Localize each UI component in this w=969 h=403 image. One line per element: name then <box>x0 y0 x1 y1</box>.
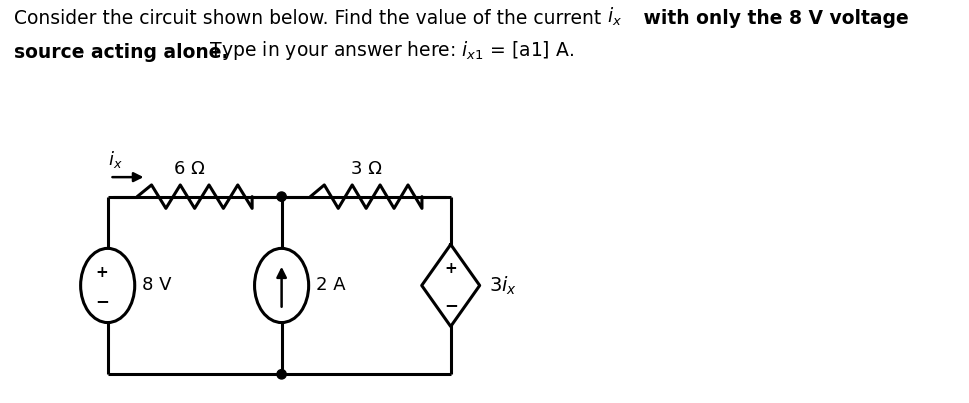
Ellipse shape <box>80 248 135 322</box>
Text: source acting alone.: source acting alone. <box>14 43 229 62</box>
Text: 8 V: 8 V <box>142 276 172 295</box>
Text: Consider the circuit shown below. Find the value of the current: Consider the circuit shown below. Find t… <box>14 9 607 28</box>
Text: +: + <box>444 262 456 276</box>
Text: $3i_x$: $3i_x$ <box>488 274 516 297</box>
Text: $i_x$: $i_x$ <box>607 6 622 28</box>
Text: −: − <box>95 292 109 310</box>
Ellipse shape <box>254 248 308 322</box>
Circle shape <box>277 370 286 379</box>
Text: Type in your answer here: $i_{x1}$ = [a1] A.: Type in your answer here: $i_{x1}$ = [a1… <box>204 39 574 62</box>
Text: +: + <box>95 265 109 280</box>
Circle shape <box>277 192 286 202</box>
Text: 3 Ω: 3 Ω <box>351 160 381 178</box>
Text: with only the 8 V voltage: with only the 8 V voltage <box>637 9 908 28</box>
Polygon shape <box>422 245 480 326</box>
Text: 6 Ω: 6 Ω <box>174 160 205 178</box>
Text: 2 A: 2 A <box>316 276 346 295</box>
Text: −: − <box>443 296 457 314</box>
Text: $i_x$: $i_x$ <box>108 149 122 170</box>
